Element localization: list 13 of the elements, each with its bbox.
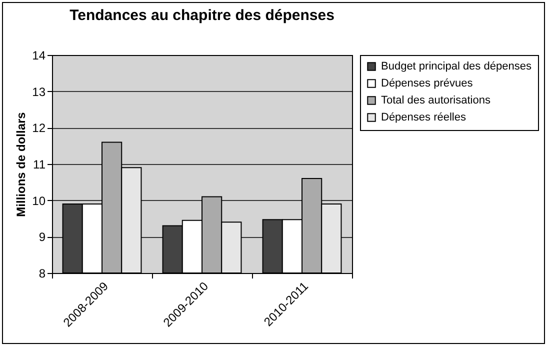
y-tick-label: 14 (32, 48, 46, 62)
legend-label: Dépenses réelles (381, 112, 466, 124)
y-axis-title: Millions de dollars (14, 112, 28, 217)
y-tick-label: 10 (32, 194, 46, 208)
chart-title: Tendances au chapitre des dépenses (70, 7, 334, 24)
y-tick-label: 13 (32, 84, 46, 99)
legend-label: Budget principal des dépenses (381, 60, 532, 72)
legend-label: Total des autorisations (381, 94, 491, 106)
legend-label: Dépenses prévues (381, 78, 474, 90)
y-tick-label: 12 (32, 121, 46, 136)
y-tick-label: 11 (33, 158, 46, 172)
y-tick-label: 9 (38, 230, 46, 244)
y-tick-label: 8 (38, 266, 46, 280)
